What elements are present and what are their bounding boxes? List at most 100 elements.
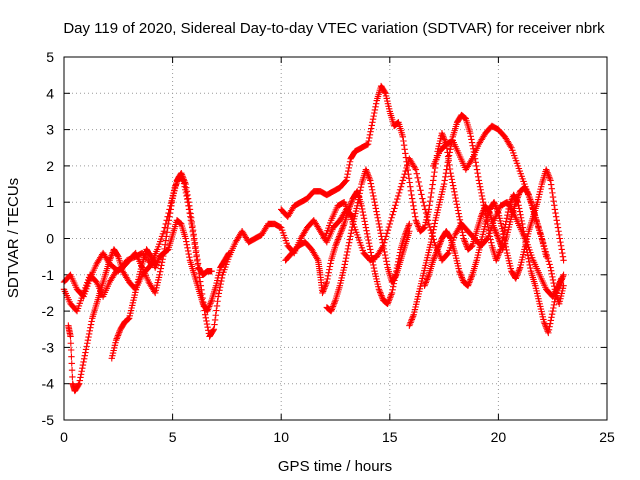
data-point xyxy=(442,173,449,180)
data-point xyxy=(446,234,454,241)
data-point xyxy=(347,200,355,207)
data-point xyxy=(505,205,512,213)
data-point xyxy=(504,211,511,219)
data-point xyxy=(211,321,218,328)
data-point xyxy=(551,283,558,290)
data-point xyxy=(465,280,472,288)
data-point xyxy=(430,257,437,264)
data-point xyxy=(184,191,191,199)
y-tick-label: 3 xyxy=(46,122,54,138)
data-point xyxy=(152,264,159,271)
data-point xyxy=(439,133,447,140)
data-point xyxy=(87,324,94,331)
data-point xyxy=(382,255,389,262)
data-point xyxy=(429,232,436,240)
x-axis-label: GPS time / hours xyxy=(278,458,392,475)
data-point xyxy=(492,229,500,236)
data-point xyxy=(422,209,430,217)
data-point xyxy=(491,225,498,233)
data-point xyxy=(415,178,422,186)
data-point xyxy=(68,353,75,360)
data-point xyxy=(408,195,416,202)
data-point xyxy=(151,288,158,295)
data-point xyxy=(402,167,409,175)
data-point xyxy=(326,263,334,270)
data-point xyxy=(531,211,538,218)
data-point xyxy=(409,313,417,320)
data-point xyxy=(354,202,361,210)
data-point xyxy=(407,187,415,194)
data-point xyxy=(184,195,192,202)
data-point xyxy=(443,166,450,173)
data-point xyxy=(158,259,166,266)
data-point xyxy=(454,204,461,211)
y-tick-label: -1 xyxy=(42,267,55,283)
data-point xyxy=(378,293,386,301)
data-point xyxy=(547,264,554,271)
data-point xyxy=(183,238,190,245)
data-point xyxy=(369,116,377,123)
data-point xyxy=(492,203,500,211)
data-point xyxy=(194,256,201,263)
data-point xyxy=(412,217,420,224)
x-tick-label: 25 xyxy=(599,429,615,445)
data-point xyxy=(427,193,434,201)
data-point xyxy=(343,177,350,184)
data-point xyxy=(178,171,186,178)
data-point xyxy=(449,182,457,189)
data-point xyxy=(408,316,416,323)
data-point xyxy=(324,275,331,283)
data-point xyxy=(367,128,374,135)
data-point xyxy=(534,220,541,228)
data-point xyxy=(163,233,170,240)
data-point xyxy=(68,367,76,374)
data-point xyxy=(80,355,88,363)
data-point xyxy=(379,239,386,246)
data-point xyxy=(423,213,431,220)
data-point xyxy=(445,155,452,162)
data-point xyxy=(331,300,338,307)
data-point xyxy=(75,381,82,388)
data-point xyxy=(467,274,475,282)
data-point xyxy=(428,235,435,243)
data-point xyxy=(67,340,75,347)
data-point xyxy=(340,222,347,229)
data-point xyxy=(495,235,502,242)
data-point xyxy=(460,235,467,242)
data-point xyxy=(558,275,565,282)
data-point xyxy=(395,189,403,197)
data-point xyxy=(539,239,547,246)
data-point xyxy=(525,255,532,262)
data-point xyxy=(545,172,552,179)
data-point xyxy=(543,251,551,259)
data-point xyxy=(550,279,557,287)
data-point xyxy=(86,327,93,335)
data-point xyxy=(421,280,429,288)
data-point xyxy=(85,333,92,341)
data-point xyxy=(386,295,393,303)
data-point xyxy=(549,276,557,284)
data-point xyxy=(560,271,567,278)
data-point xyxy=(225,249,233,257)
data-point xyxy=(503,246,510,254)
data-point xyxy=(456,216,464,224)
x-tick-label: 5 xyxy=(169,429,177,445)
data-point xyxy=(448,173,455,180)
data-point xyxy=(156,268,164,275)
data-point xyxy=(496,247,504,255)
data-point xyxy=(163,229,171,236)
y-tick-label: -2 xyxy=(42,303,55,319)
data-point xyxy=(362,224,370,231)
data-point xyxy=(411,209,418,217)
data-point xyxy=(392,202,399,209)
data-point xyxy=(322,281,329,289)
data-point xyxy=(345,242,352,249)
data-point xyxy=(401,170,408,178)
data-point xyxy=(337,228,345,235)
data-point xyxy=(342,178,349,185)
data-point xyxy=(538,236,546,243)
data-point xyxy=(217,280,224,288)
data-point xyxy=(420,199,427,206)
data-point xyxy=(393,199,400,206)
data-point xyxy=(332,241,340,248)
